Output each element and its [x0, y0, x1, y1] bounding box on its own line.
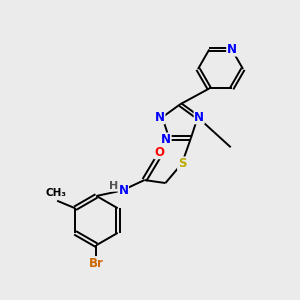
- Text: O: O: [154, 146, 164, 159]
- Text: CH₃: CH₃: [45, 188, 66, 198]
- Text: N: N: [227, 43, 237, 56]
- Text: S: S: [178, 157, 186, 170]
- Text: Br: Br: [89, 256, 104, 270]
- Text: H: H: [109, 181, 118, 191]
- Text: N: N: [118, 184, 128, 197]
- Text: N: N: [155, 111, 165, 124]
- Text: N: N: [194, 111, 204, 124]
- Text: N: N: [161, 133, 171, 146]
